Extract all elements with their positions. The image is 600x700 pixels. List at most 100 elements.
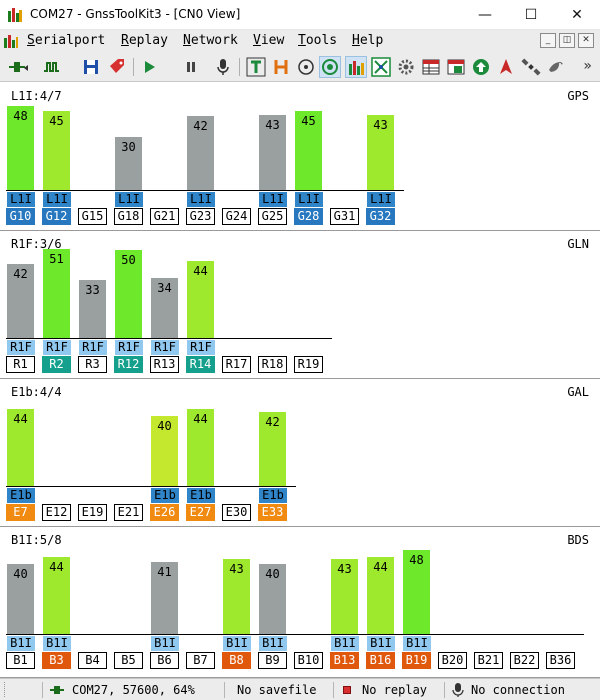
signal-label: L1I [259, 192, 287, 207]
port-status: COM27, 57600, 64% [72, 683, 195, 697]
cn0-value: 48 [13, 109, 28, 123]
signal-label: L1I [43, 192, 71, 207]
mdi-restore-button[interactable]: ◫ [559, 33, 575, 48]
maximize-button[interactable]: ☐ [524, 7, 538, 23]
prn-label-b5: B5 [114, 652, 143, 669]
mdi-close-button[interactable]: ✕ [578, 33, 594, 48]
prn-label-e27: E27 [186, 504, 215, 521]
menu-network[interactable]: Network [183, 33, 238, 48]
scatter-icon[interactable] [370, 56, 392, 78]
h-view-icon[interactable] [270, 56, 292, 78]
signal-label: R1F [79, 340, 107, 355]
tag-icon[interactable] [106, 56, 128, 78]
panel-system-name: GLN [567, 237, 589, 251]
status-separator [444, 682, 445, 698]
signal-label: B1I [331, 636, 359, 651]
close-button[interactable]: ✕ [571, 7, 583, 23]
cn0-panel-bds: B1I:5/8 BDS 40 B1I B1 44 B1I B3 B4 B5 41 B1I B6 B7 43 B… [0, 527, 600, 678]
menu-tools[interactable]: Tools [298, 33, 338, 48]
replay-status: No replay [362, 683, 428, 697]
panel-signal-summary: B1I:5/8 [11, 533, 62, 547]
t-view-icon[interactable] [245, 56, 267, 78]
compass-icon[interactable] [295, 56, 317, 78]
mdi-minimize-button[interactable]: _ [540, 33, 556, 48]
signal-label: B1I [259, 636, 287, 651]
panel-signal-summary: R1F:3/6 [11, 237, 62, 251]
cn0-value: 44 [193, 264, 208, 278]
navigation-icon[interactable] [495, 56, 517, 78]
cn0-bar-r2: 51 [43, 249, 70, 338]
cn0-bar-r14: 44 [187, 261, 214, 338]
cn0-bar-b19: 48 [403, 550, 430, 634]
signal-label: B1I [367, 636, 395, 651]
play-icon[interactable] [138, 56, 160, 78]
menu-replay[interactable]: Replay [121, 33, 168, 48]
prn-label-e21: E21 [114, 504, 143, 521]
prn-label-r13: R13 [150, 356, 179, 373]
panel-signal-summary: L1I:4/7 [11, 89, 62, 103]
signal-label: B1I [223, 636, 251, 651]
prn-label-b20: B20 [438, 652, 467, 669]
cn0-bar-b6: 41 [151, 562, 178, 634]
upload-icon[interactable] [470, 56, 492, 78]
prn-label-b4: B4 [78, 652, 107, 669]
status-separator [333, 682, 334, 698]
menu-view[interactable]: View [253, 33, 285, 48]
cn0-bars-icon[interactable] [345, 56, 367, 78]
panel-system-name: BDS [567, 533, 589, 547]
prn-label-b13: B13 [330, 652, 359, 669]
status-grip [4, 682, 7, 697]
prn-label-g18: G18 [114, 208, 143, 225]
panel-system-name: GAL [567, 385, 589, 399]
signal-wave-icon[interactable] [42, 56, 64, 78]
gear-icon[interactable] [395, 56, 417, 78]
menu-help[interactable]: Help [352, 33, 384, 48]
table-green-icon[interactable] [445, 56, 467, 78]
cn0-bar-r13: 34 [151, 278, 178, 338]
status-bar: COM27, 57600, 64% No savefile No replay … [0, 678, 600, 700]
table-icon[interactable] [420, 56, 442, 78]
cn0-bar-e7: 44 [7, 409, 34, 486]
prn-label-r12: R12 [114, 356, 143, 373]
cn0-bar-g10: 48 [7, 106, 34, 190]
toolbar-more-button[interactable]: » [583, 58, 592, 74]
target-icon[interactable] [319, 56, 341, 78]
cn0-value: 42 [13, 267, 28, 281]
pause-icon[interactable] [180, 56, 202, 78]
prn-label-b36: B36 [546, 652, 575, 669]
cn0-value: 42 [265, 415, 280, 429]
signal-label: B1I [7, 636, 35, 651]
port-connect-icon [50, 686, 64, 694]
pigeon-icon[interactable] [545, 56, 567, 78]
toolbar-separator [239, 58, 240, 76]
prn-label-b3: B3 [42, 652, 71, 669]
prn-label-r19: R19 [294, 356, 323, 373]
satellite-icon[interactable] [520, 56, 542, 78]
prn-label-g21: G21 [150, 208, 179, 225]
cn0-panel-gps: L1I:4/7 GPS 48 L1I G10 45 L1I G12 G15 30 L1I G18 G21… [0, 83, 600, 231]
cn0-value: 41 [157, 565, 172, 579]
toolbar: » [0, 52, 600, 82]
prn-label-e30: E30 [222, 504, 251, 521]
cn0-value: 33 [85, 283, 100, 297]
window-title: COM27 - GnssToolKit3 - [CN0 View] [30, 7, 241, 21]
prn-label-e19: E19 [78, 504, 107, 521]
save-icon[interactable] [80, 56, 102, 78]
connect-icon[interactable] [6, 56, 28, 78]
cn0-bar-e27: 44 [187, 409, 214, 486]
cn0-value: 40 [157, 419, 172, 433]
menu-serialport[interactable]: Serialport [27, 33, 106, 48]
signal-label: E1b [7, 488, 35, 503]
prn-label-r2: R2 [42, 356, 71, 373]
prn-label-r3: R3 [78, 356, 107, 373]
cn0-value: 43 [373, 118, 388, 132]
prn-label-e12: E12 [42, 504, 71, 521]
prn-label-b21: B21 [474, 652, 503, 669]
signal-label: L1I [295, 192, 323, 207]
cn0-baseline [6, 634, 584, 635]
cn0-value: 34 [157, 281, 172, 295]
cn0-value: 40 [265, 567, 280, 581]
app-menu-icon[interactable] [3, 33, 19, 49]
mic-icon[interactable] [212, 56, 234, 78]
minimize-button[interactable]: — [478, 7, 492, 23]
